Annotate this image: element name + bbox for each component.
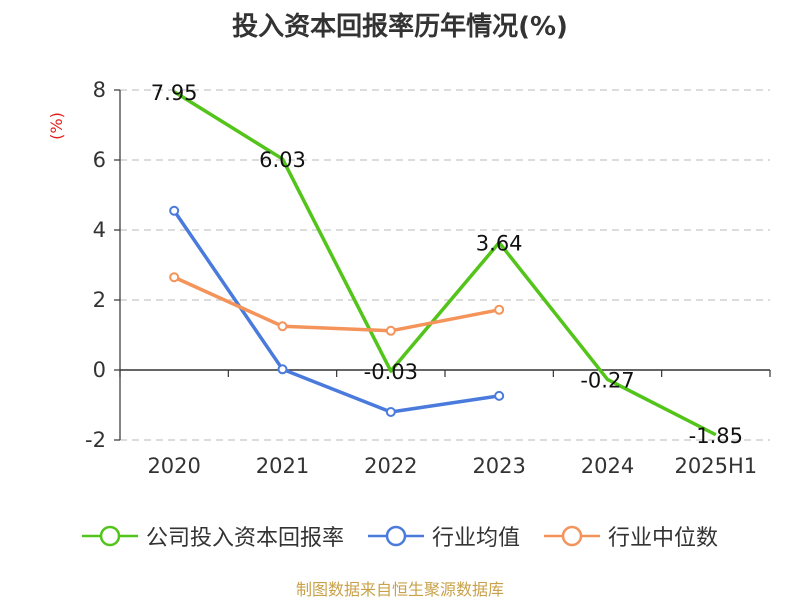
chart-title: 投入资本回报率历年情况(%) [232,12,568,42]
legend-label-industry-mean: 行业均值 [431,526,520,551]
legend: 公司投入资本回报率 行业均值 行业中位数 [0,518,800,554]
data-point-industry-median [169,272,180,283]
y-tick-label: 6 [93,148,106,172]
x-tick-label: 2023 [472,454,525,478]
y-tick-label: 0 [93,358,106,382]
data-point-industry-median [385,325,396,336]
data-point-industry-mean [494,390,505,401]
data-label: 6.03 [259,148,306,172]
data-label: -0.03 [364,360,418,384]
y-tick-label: 2 [93,288,106,312]
data-point-industry-mean [277,364,288,375]
y-tick-label: 4 [93,218,106,242]
y-tick-label: 8 [93,78,106,102]
series-line-industry-mean [172,209,500,414]
legend-item-industry-median[interactable]: 行业中位数 [544,520,718,552]
x-tick-label: 2020 [147,454,200,478]
data-label: -0.27 [580,368,634,392]
x-tick-label: 2025H1 [675,454,758,478]
y-axis-label: (%) [47,112,66,140]
data-label: 3.64 [476,232,523,256]
legend-label-industry-median: 行业中位数 [608,526,719,551]
data-label: -1.85 [689,424,743,448]
x-tick-label: 2024 [581,454,634,478]
data-point-industry-mean [169,205,180,216]
x-tick-label: 2021 [256,454,309,478]
legend-item-industry-mean[interactable]: 行业均值 [367,520,520,552]
series-line-industry-median [173,275,500,333]
data-source: 制图数据来自恒生聚源数据库 [295,580,504,599]
data-point-industry-mean [385,407,396,417]
legend-swatch-company [81,525,138,547]
legend-swatch-industry-mean [367,525,424,547]
legend-label-company: 公司投入资本回报率 [145,526,344,551]
data-label: 7.95 [151,81,198,105]
series-line-company [173,90,717,437]
data-point-industry-median [494,304,505,315]
y-tick-label: -2 [85,428,106,452]
data-point-industry-median [277,321,288,332]
x-tick-label: 2022 [364,454,417,478]
legend-item-company[interactable]: 公司投入资本回报率 [81,520,344,552]
legend-swatch-industry-median [544,525,600,547]
